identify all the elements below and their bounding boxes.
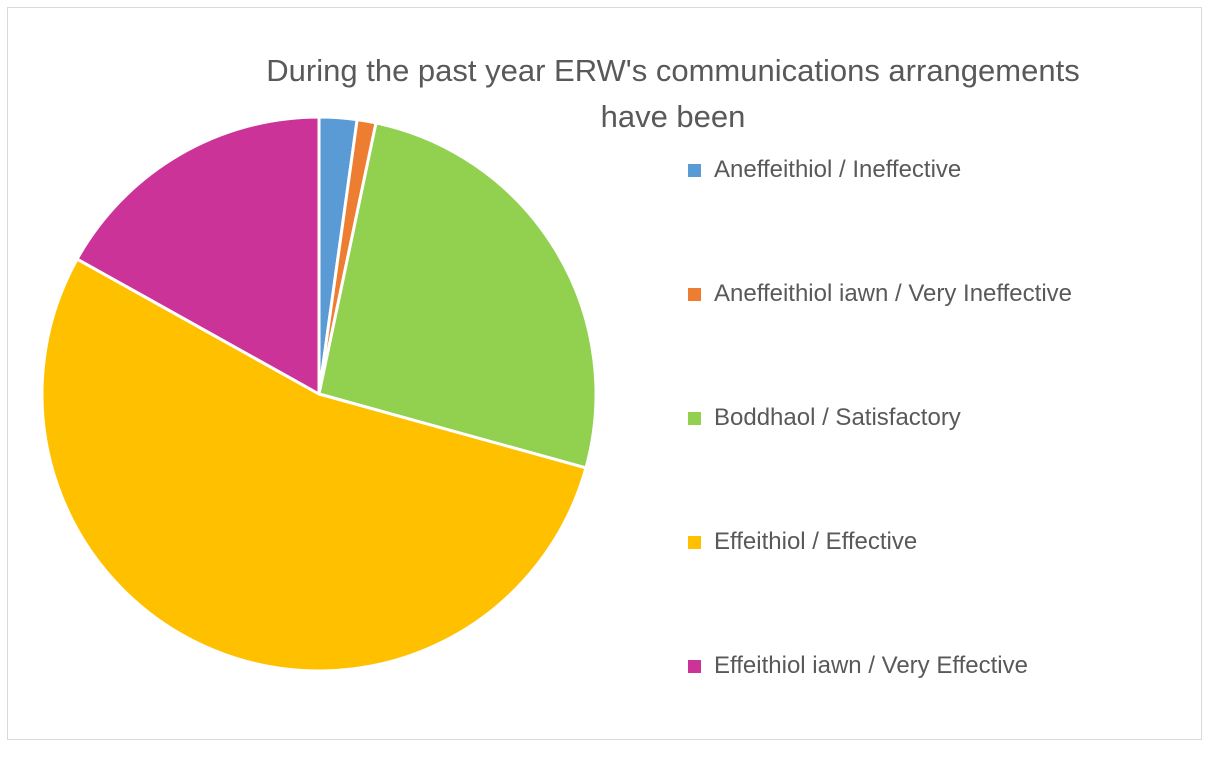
- pie-slice-satisfactory: [317, 121, 598, 470]
- legend-swatch-very-ineffective: [688, 288, 701, 301]
- legend-item-very-effective: Effeithiol iawn / Very Effective: [688, 644, 1188, 768]
- legend-swatch-very-effective: [688, 660, 701, 673]
- legend-label-effective: Effeithiol / Effective: [714, 528, 918, 555]
- legend-swatch-satisfactory: [688, 412, 701, 425]
- legend-label-very-ineffective: Aneffeithiol iawn / Very Ineffective: [714, 280, 1072, 307]
- legend-label-satisfactory: Boddhaol / Satisfactory: [714, 404, 961, 431]
- legend-swatch-effective: [688, 536, 701, 549]
- pie-slice-very-effective: [75, 115, 321, 396]
- legend-item-ineffective: Aneffeithiol / Ineffective: [688, 148, 1188, 272]
- legend-label-very-effective: Effeithiol iawn / Very Effective: [714, 652, 1028, 679]
- legend-item-satisfactory: Boddhaol / Satisfactory: [688, 396, 1188, 520]
- pie-chart: [40, 115, 598, 673]
- legend-item-very-ineffective: Aneffeithiol iawn / Very Ineffective: [688, 272, 1188, 396]
- chart-title: During the past year ERW's communication…: [218, 48, 1128, 140]
- chart-title-line-1: During the past year ERW's communication…: [266, 53, 1080, 88]
- legend-swatch-ineffective: [688, 164, 701, 177]
- pie-slice-effective: [40, 257, 588, 673]
- legend: Aneffeithiol / Ineffective Aneffeithiol …: [688, 148, 1188, 768]
- legend-item-effective: Effeithiol / Effective: [688, 520, 1188, 644]
- legend-label-ineffective: Aneffeithiol / Ineffective: [714, 156, 962, 183]
- chart-title-line-2: have been: [600, 99, 746, 134]
